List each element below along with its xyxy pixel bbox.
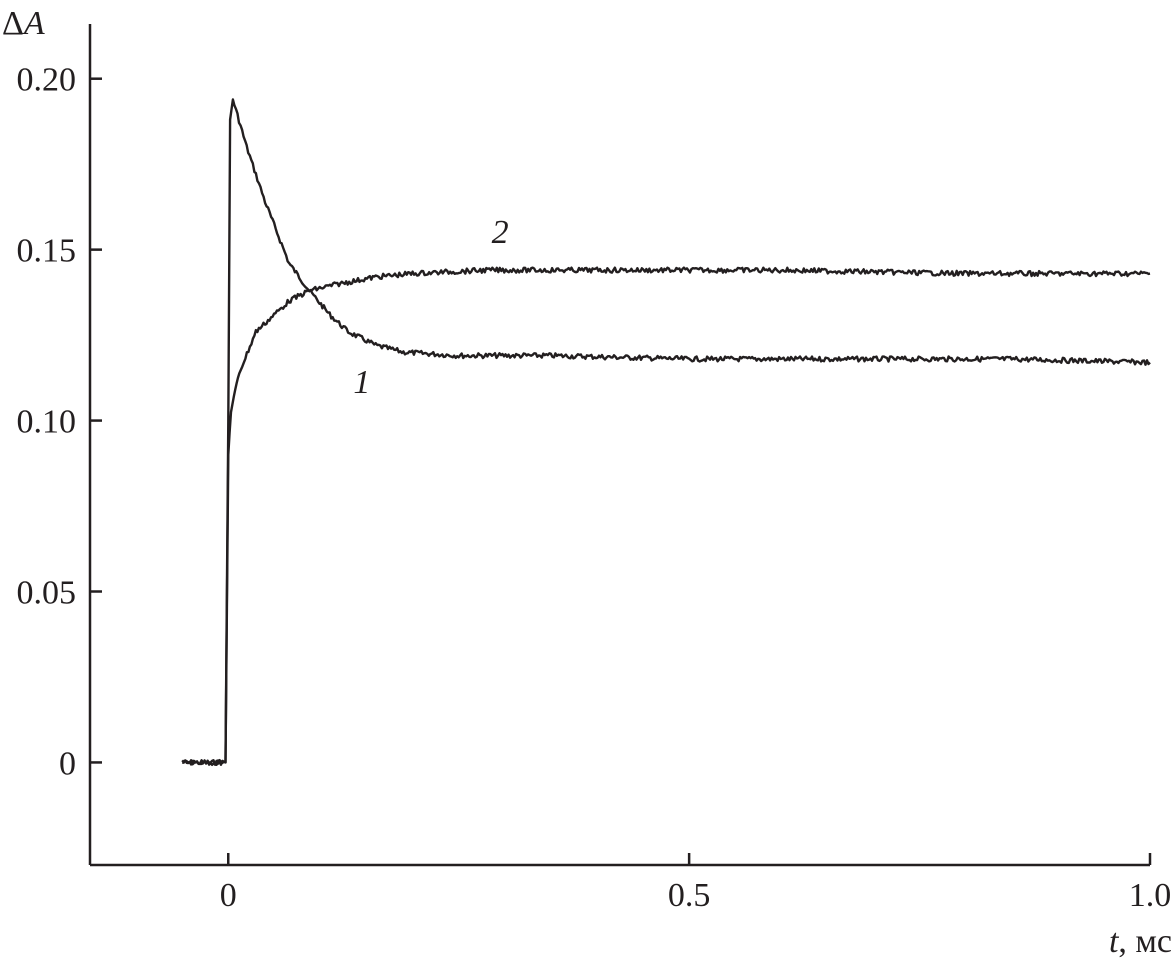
- x-tick-label: 0.5: [668, 877, 711, 914]
- x-tick-label: 0: [220, 877, 237, 914]
- y-tick-label: 0: [59, 745, 76, 782]
- axes: [88, 24, 1150, 867]
- series-label-2: 2: [492, 214, 509, 251]
- ticks: 0 0.05 0.10 0.15 0.20 0 0.5 1.0: [17, 62, 1172, 914]
- series-label-1: 1: [353, 364, 370, 401]
- series-line-2: [181, 266, 1151, 766]
- y-axis-label: ΔA: [2, 5, 45, 42]
- series-line-1: [181, 98, 1151, 766]
- y-tick-label: 0.10: [17, 404, 77, 441]
- x-axis-label: t, мс: [1109, 923, 1172, 960]
- y-tick-label: 0.15: [17, 233, 77, 270]
- y-tick-label: 0.20: [17, 62, 77, 99]
- series-lines: 12: [181, 98, 1151, 766]
- x-tick-label: 1.0: [1129, 877, 1172, 914]
- y-tick-label: 0.05: [17, 575, 77, 612]
